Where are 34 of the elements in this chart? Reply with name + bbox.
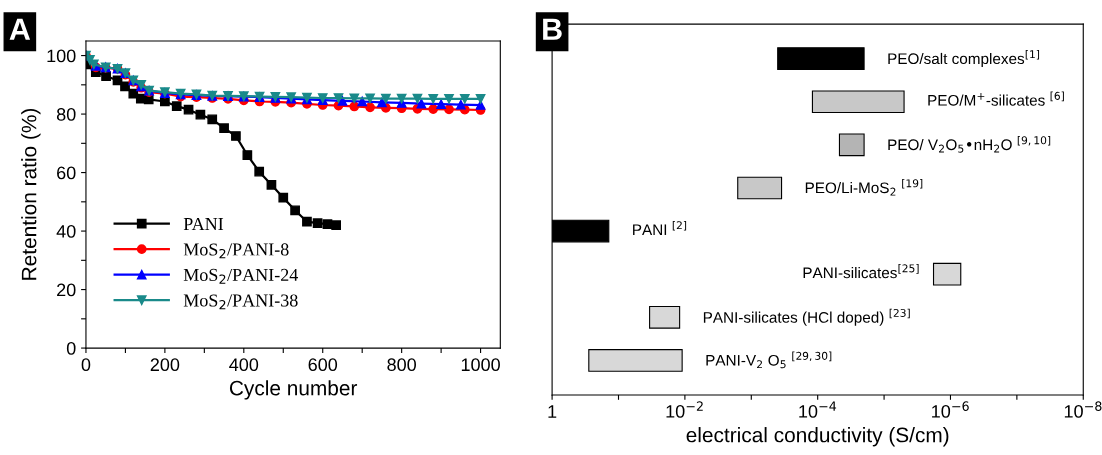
y-tick-label: PANI-V$_{2}$ O$_{5}$ $^{[29,30]}$ (706, 351, 832, 369)
y-tick-label: PANI $^{[2]}$ (633, 220, 687, 235)
y-tick-label: PEO/salt complexes$^{[1]}$ (888, 49, 1040, 68)
x-tick-label: 10$^{−4}$ (799, 401, 837, 418)
y-tick-label: PANI-silicates$^{[25]}$ (803, 264, 919, 279)
x-tick-label: 10$^{−8}$ (1064, 401, 1102, 418)
x-tick-label: 10$^{−2}$ (666, 401, 703, 418)
y-tick-label: 0 (66, 342, 76, 355)
x-tick-label: 1000 (461, 358, 500, 372)
y-tick-label: 20 (57, 283, 76, 297)
y-tick-label: 40 (56, 225, 76, 238)
x-tick-label: 400 (229, 358, 259, 372)
x-axis-title: electrical conductivity (S/cm) (686, 427, 949, 447)
y-axis-title: Retention ratio (%) (21, 108, 41, 280)
x-tick-label: 600 (308, 358, 338, 372)
x-tick-label: 0 (81, 358, 91, 372)
y-tick-label: 100 (47, 49, 76, 63)
x-tick-label: 10$^{−6}$ (932, 401, 969, 418)
y-tick-label: PEO/M$^{+}$-silicates $^{[6]}$ (928, 91, 1064, 106)
y-tick-label: PEO/Li-MoS$_{2}$ $^{[19]}$ (805, 179, 923, 196)
legend-label: MoS$_{2}$/PANI-38 (183, 294, 298, 310)
chart-title: B (543, 18, 562, 40)
legend-label: MoS$_{2}$/PANI-8 (183, 243, 289, 259)
legend-label: PANI (183, 218, 224, 230)
x-tick-label: 800 (387, 358, 417, 372)
x-axis-title: Cycle number (229, 380, 358, 400)
y-tick-label: 80 (56, 108, 76, 121)
y-tick-label: 60 (57, 166, 76, 180)
legend-label: MoS$_{2}$/PANI-24 (183, 268, 299, 284)
chart-title: A (9, 18, 31, 40)
x-tick-label: 200 (150, 358, 180, 372)
y-tick-label: PANI-silicates (HCl doped) $^{[23]}$ (703, 308, 910, 326)
x-tick-label: 1 (548, 405, 557, 418)
y-tick-label: PEO/ V$_{2}$O$_{5}$•nH$_{2}$O $^{[9,10]}$ (888, 136, 1051, 153)
